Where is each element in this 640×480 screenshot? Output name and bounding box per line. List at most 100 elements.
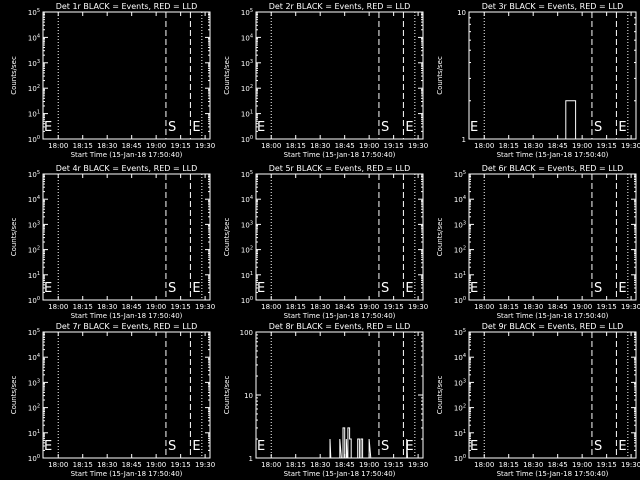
y-axis-label: Counts/sec <box>223 56 231 95</box>
x-tick-label: 19:30 <box>408 303 428 311</box>
marker-label-s: S <box>168 120 176 135</box>
y-tick-label: 105 <box>28 328 40 337</box>
plot-frame <box>42 11 211 140</box>
y-tick-label: 102 <box>241 84 253 93</box>
x-tick-label: 19:15 <box>171 461 191 469</box>
x-tick-label: 18:45 <box>122 303 142 311</box>
x-tick-label: 18:45 <box>548 461 568 469</box>
x-tick-label: 18:15 <box>499 142 519 150</box>
x-tick-label: 18:30 <box>97 461 117 469</box>
detector-panel-4: Det 4r BLACK = Events, RED = LLD 18:00 18:… <box>10 164 215 320</box>
y-axis-label: Counts/sec <box>10 376 18 415</box>
detector-panel-1: Det 1r BLACK = Events, RED = LLD 18:00 18:… <box>10 2 215 159</box>
x-tick-label: 18:45 <box>335 142 355 150</box>
marker-label-e: E <box>405 439 413 454</box>
y-tick-label: 102 <box>454 404 466 413</box>
x-tick-label: 18:15 <box>286 142 306 150</box>
y-axis-label: Counts/sec <box>436 56 444 95</box>
x-tick-label: 19:00 <box>572 303 592 311</box>
y-tick-label: 103 <box>454 378 466 387</box>
x-tick-label: 19:15 <box>171 142 191 150</box>
panel-title: Det 1r BLACK = Events, RED = LLD <box>56 2 198 11</box>
y-tick-label: 101 <box>28 110 40 119</box>
y-axis-label: Counts/sec <box>10 56 18 95</box>
marker-label-e: E <box>470 281 478 296</box>
x-tick-label: 19:30 <box>621 303 640 311</box>
y-axis-label: Counts/sec <box>436 218 444 257</box>
x-tick-label: 19:15 <box>384 461 404 469</box>
y-axis-label: Counts/sec <box>223 218 231 257</box>
x-axis-label: Start Time (15-Jan-18 17:50:40) <box>497 151 609 159</box>
x-axis-label: Start Time (15-Jan-18 17:50:40) <box>497 470 609 478</box>
marker-label-e: E <box>618 439 626 454</box>
y-tick-label: 104 <box>454 195 466 204</box>
plot-frame <box>42 173 211 301</box>
panel-title: Det 3r BLACK = Events, RED = LLD <box>482 2 624 11</box>
x-tick-label: 19:15 <box>597 142 617 150</box>
x-tick-label: 18:30 <box>97 303 117 311</box>
plot-frame <box>468 331 637 459</box>
y-tick-label: 100 <box>28 454 40 463</box>
x-tick-label: 18:00 <box>48 303 68 311</box>
y-tick-label: 1 <box>462 136 466 144</box>
x-tick-label: 18:45 <box>548 303 568 311</box>
y-tick-label: 104 <box>241 195 253 204</box>
x-tick-label: 18:30 <box>97 142 117 150</box>
marker-label-e: E <box>257 281 265 296</box>
x-axis-label: Start Time (15-Jan-18 17:50:40) <box>71 151 183 159</box>
y-tick-label: 100 <box>240 329 253 337</box>
panel-title: Det 7r BLACK = Events, RED = LLD <box>56 322 198 331</box>
y-tick-label: 103 <box>28 378 40 387</box>
x-axis-label: Start Time (15-Jan-18 17:50:40) <box>284 151 396 159</box>
marker-label-e: E <box>44 439 52 454</box>
y-tick-label: 103 <box>454 220 466 229</box>
x-tick-label: 19:15 <box>171 303 191 311</box>
x-tick-label: 18:00 <box>261 461 281 469</box>
events-series-line <box>565 100 577 139</box>
x-tick-label: 18:15 <box>499 461 519 469</box>
panel-title: Det 9r BLACK = Events, RED = LLD <box>482 322 624 331</box>
x-axis-label: Start Time (15-Jan-18 17:50:40) <box>71 312 183 320</box>
x-axis-label: Start Time (15-Jan-18 17:50:40) <box>497 312 609 320</box>
y-tick-label: 101 <box>28 429 40 438</box>
detector-panel-2: Det 2r BLACK = Events, RED = LLD 18:00 18:… <box>223 2 428 159</box>
detector-panel-3: Det 3r BLACK = Events, RED = LLD 18:00 18:… <box>436 2 640 159</box>
x-axis-label: Start Time (15-Jan-18 17:50:40) <box>71 470 183 478</box>
y-tick-label: 100 <box>241 296 253 305</box>
y-tick-label: 102 <box>28 246 40 255</box>
x-tick-label: 18:30 <box>523 461 543 469</box>
panel-title: Det 6r BLACK = Events, RED = LLD <box>482 164 624 173</box>
plot-frame <box>42 331 211 459</box>
y-tick-label: 101 <box>241 271 253 280</box>
marker-label-e: E <box>44 120 52 135</box>
y-tick-label: 104 <box>28 33 40 42</box>
marker-label-e: E <box>257 439 265 454</box>
y-tick-label: 101 <box>454 429 466 438</box>
y-tick-label: 100 <box>241 135 253 144</box>
marker-label-e: E <box>257 120 265 135</box>
marker-label-e: E <box>192 120 200 135</box>
x-tick-label: 18:15 <box>286 461 306 469</box>
x-tick-label: 18:15 <box>499 303 519 311</box>
marker-label-s: S <box>594 439 602 454</box>
marker-label-s: S <box>381 120 389 135</box>
marker-label-s: S <box>168 439 176 454</box>
events-series-line <box>329 427 408 459</box>
x-tick-label: 18:00 <box>474 461 494 469</box>
y-tick-label: 104 <box>28 195 40 204</box>
x-tick-label: 19:00 <box>359 303 379 311</box>
y-tick-label: 102 <box>28 84 40 93</box>
x-tick-label: 18:00 <box>48 142 68 150</box>
x-tick-label: 18:45 <box>335 461 355 469</box>
y-tick-label: 105 <box>28 8 40 17</box>
x-tick-label: 19:00 <box>572 461 592 469</box>
x-tick-label: 18:15 <box>286 303 306 311</box>
x-tick-label: 18:15 <box>73 303 93 311</box>
panel-title: Det 5r BLACK = Events, RED = LLD <box>269 164 411 173</box>
y-tick-label: 105 <box>454 170 466 179</box>
x-tick-label: 19:30 <box>408 461 428 469</box>
y-axis-label: Counts/sec <box>223 376 231 415</box>
panel-title: Det 4r BLACK = Events, RED = LLD <box>56 164 198 173</box>
y-tick-label: 102 <box>28 404 40 413</box>
